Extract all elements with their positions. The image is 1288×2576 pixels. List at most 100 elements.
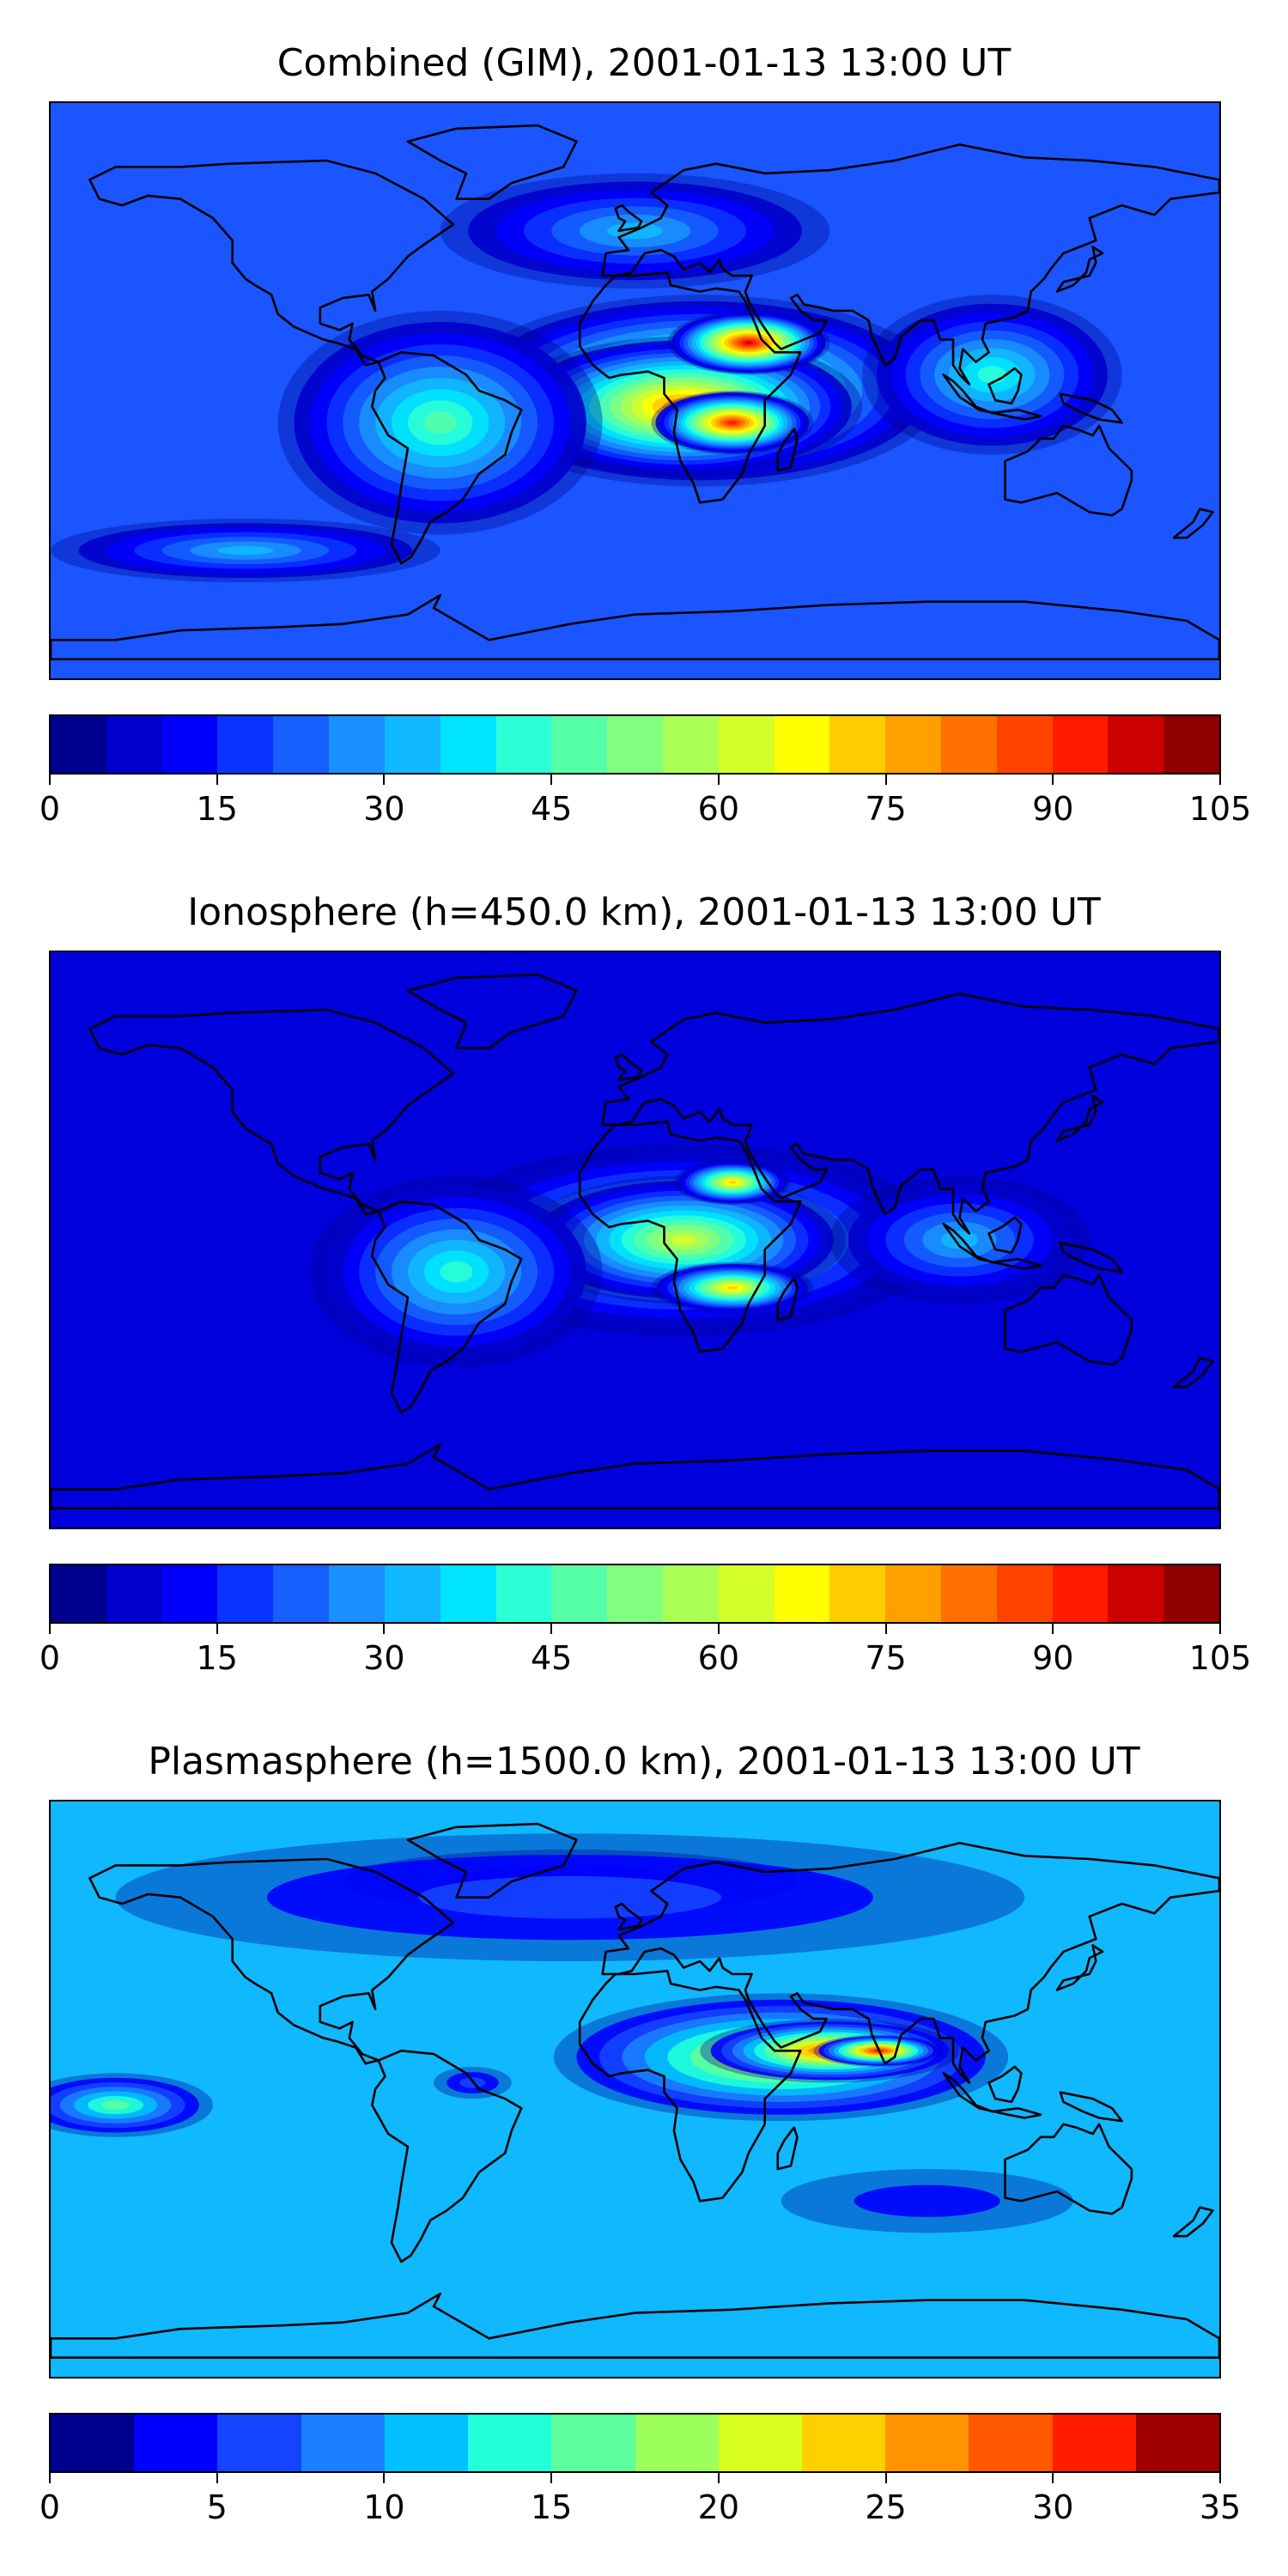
colorbar-segment [941, 716, 997, 773]
coastline-new-guinea [1059, 2091, 1123, 2123]
colorbar-segment [1163, 716, 1220, 773]
colorbar-tick-label: 15 [196, 1639, 238, 1677]
contour-blob-4 [277, 310, 603, 535]
colorbar-tick-label: 10 [363, 2488, 405, 2526]
colorbar-tick-label: 15 [196, 790, 238, 828]
colorbar-segment [1052, 2415, 1136, 2471]
colorbar-tick [49, 2473, 51, 2483]
colorbar-tick [1052, 1624, 1054, 1634]
colorbar-segment [51, 716, 106, 773]
coastline-new-zealand [1172, 2206, 1214, 2238]
colorbar-segment [969, 2415, 1053, 2471]
colorbar-segment [440, 716, 496, 773]
colorbar-segment [161, 716, 218, 773]
colorbar-tick [717, 1624, 720, 1634]
colorbar-segment [1052, 1565, 1109, 1622]
contour-blob-3 [651, 1262, 814, 1314]
coastline-uk [614, 204, 643, 233]
contour-blob-3 [51, 2073, 213, 2137]
coastline-greenland [406, 1822, 578, 1899]
chart-title-combined: Combined (GIM), 2001-01-13 13:00 UT [276, 41, 1012, 85]
colorbar-tick-label: 90 [1032, 790, 1074, 828]
contour-level [744, 341, 753, 345]
coastline-new-zealand [1172, 1357, 1214, 1388]
coastlines [51, 973, 1219, 1510]
colorbar-segment [829, 716, 886, 773]
colorbar-tick-label: 45 [530, 1639, 573, 1677]
colorbar-segment [217, 2415, 301, 2471]
colorbar-segment [384, 2415, 469, 2471]
coastline-antarctica [51, 1443, 1219, 1510]
colorbar-tick [1052, 2473, 1054, 2483]
map-plasmasphere [49, 1800, 1221, 2379]
coastline-borneo [987, 1216, 1023, 1255]
colorbar-segment [329, 1565, 385, 1622]
colorbar-tick-label: 75 [865, 1639, 907, 1677]
colorbar-segment [468, 2415, 552, 2471]
colorbar-segment [718, 716, 775, 773]
colorbar-segment [551, 716, 608, 773]
colorbar-segment [662, 1565, 719, 1622]
coastline-madagascar [776, 1277, 799, 1321]
colorbar-tick [1219, 2473, 1221, 2483]
colorbar-segment [607, 1565, 663, 1622]
colorbar-tick [717, 775, 720, 785]
coastline-japan [1055, 246, 1104, 293]
colorbar-segment [106, 1565, 162, 1622]
contour-level [726, 1285, 738, 1290]
coastline-madagascar [776, 2126, 799, 2171]
coastline-new-guinea [1059, 1242, 1123, 1273]
colorbar-segment [301, 2415, 385, 2471]
colorbar-tick-label: 0 [39, 790, 61, 828]
contour-level [101, 2100, 130, 2110]
colorbar-segment [607, 716, 663, 773]
contour-blob-2 [673, 1159, 791, 1206]
colorbar-segment [106, 716, 162, 773]
contour-blob-7 [51, 518, 440, 583]
colorbar-segment [384, 1565, 440, 1622]
coastline-new-zealand [1172, 507, 1214, 539]
colorbar-tick-label: 30 [363, 1639, 405, 1677]
colorbar-segment [1108, 1565, 1164, 1622]
coastline-japan [1055, 1944, 1104, 1991]
colorbar-segment [662, 716, 719, 773]
colorbar-segment [1135, 2415, 1220, 2471]
colorbar-ionosphere [49, 1564, 1221, 1624]
colorbar-ticks-ionosphere: 0 15 30 45 60 75 90 105 [39, 1624, 1251, 1677]
colorbar-segment [1163, 1565, 1220, 1622]
colorbar-segment [774, 1565, 830, 1622]
contour-blob-5 [862, 295, 1122, 455]
coastlines [51, 1822, 1219, 2359]
coastline-south-america [371, 351, 523, 565]
contour-level [418, 1875, 722, 1919]
coastline-europe-asia [601, 993, 1219, 1235]
colorbar-segment [941, 1565, 997, 1622]
contour-level [977, 366, 1007, 384]
colorbar-tick [884, 2473, 887, 2483]
colorbar-segment [495, 1565, 552, 1622]
colorbar-tick [550, 2473, 553, 2483]
colorbar-segment [495, 716, 552, 773]
colorbar-tick-label: 30 [363, 790, 405, 828]
colorbar-tick-label: 35 [1199, 2488, 1242, 2526]
colorbar-segment [885, 1565, 941, 1622]
coastline-indonesia [942, 374, 1042, 421]
colorbar-tick [550, 1624, 553, 1634]
contour-level [440, 1261, 473, 1283]
coastline-south-america [371, 1200, 523, 1414]
colorbar-segment [718, 1565, 775, 1622]
map-svg-plasmasphere [51, 1801, 1219, 2377]
colorbar-segment [440, 1565, 496, 1622]
coastline-greenland [406, 124, 578, 200]
contour-level [854, 2184, 1000, 2217]
contour-level [671, 1235, 696, 1245]
map-svg-combined [51, 103, 1219, 678]
contour-level [727, 421, 737, 425]
coastline-europe-asia [601, 1842, 1219, 2084]
colorbar-tick [884, 775, 887, 785]
colorbar-tick-label: 60 [697, 1639, 740, 1677]
colorbar-segment [217, 716, 274, 773]
colorbar-tick-label: 0 [39, 2488, 61, 2526]
colorbar-tick-label: 60 [697, 790, 740, 828]
colorbar-tick-label: 105 [1188, 790, 1252, 828]
